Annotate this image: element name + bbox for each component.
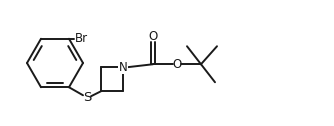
Text: O: O	[172, 58, 182, 71]
Text: Br: Br	[75, 32, 88, 45]
Text: N: N	[119, 61, 127, 74]
Text: O: O	[148, 30, 158, 43]
Text: S: S	[83, 91, 91, 104]
